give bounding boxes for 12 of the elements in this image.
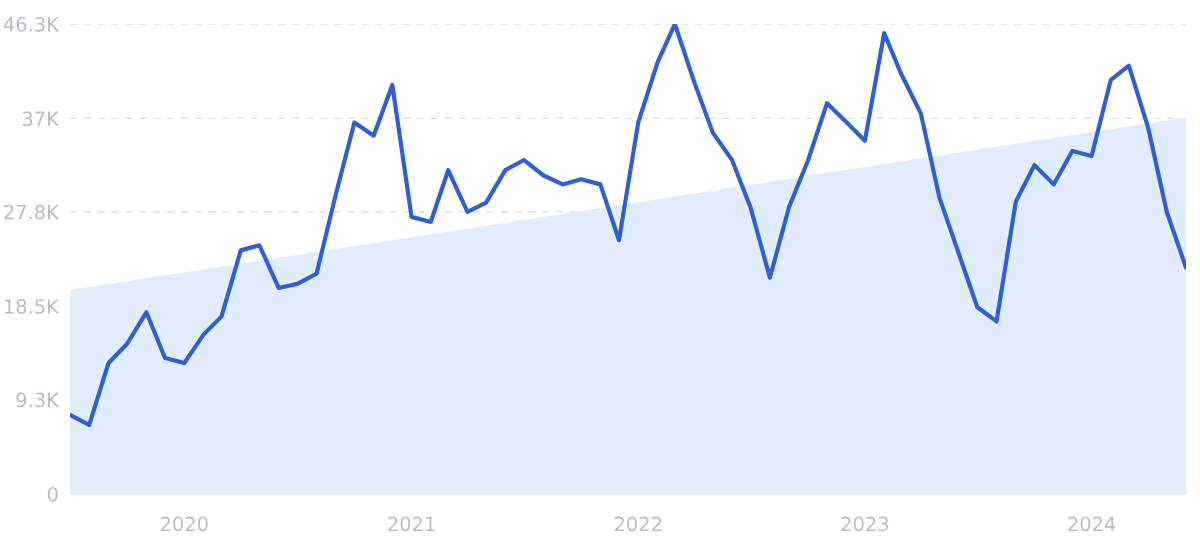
x-tick-label: 2020 — [160, 516, 208, 532]
y-tick-label: 27.8K — [4, 204, 60, 220]
y-tick-label: 0 — [47, 486, 58, 502]
x-tick-label: 2023 — [841, 516, 889, 532]
x-tick-label: 2022 — [614, 516, 662, 532]
x-tick-label: 2021 — [388, 516, 435, 532]
line-series — [70, 24, 1186, 428]
y-tick-label: 46.3K — [3, 16, 60, 32]
y-tick-label: 37K — [22, 111, 60, 127]
x-tick-label: 2024 — [1068, 516, 1116, 532]
y-tick-label: 18.5K — [4, 299, 60, 314]
y-tick-label: 9.3K — [16, 392, 60, 408]
